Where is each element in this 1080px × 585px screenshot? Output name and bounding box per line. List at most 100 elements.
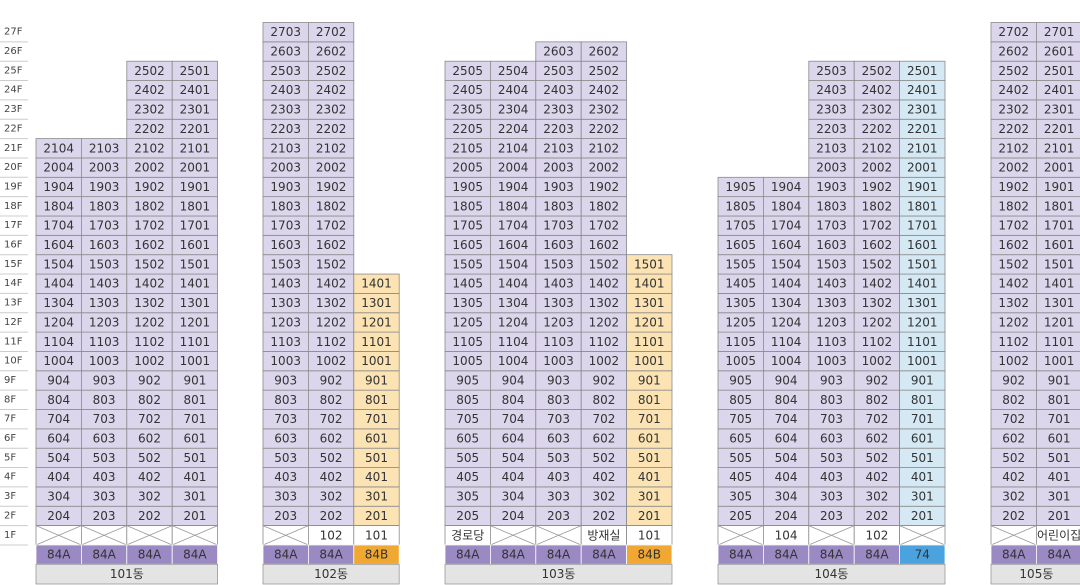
- unit-cell: [626, 254, 673, 275]
- unit-number: 1801: [1044, 199, 1075, 213]
- unit-number: 1601: [180, 238, 211, 252]
- unit-number: 303: [547, 490, 570, 504]
- unit-number: 1703: [543, 219, 574, 233]
- unit-number: 1802: [998, 199, 1029, 213]
- unit-number: 2002: [316, 161, 347, 175]
- unit-number: 2503: [270, 64, 301, 78]
- unit-number: 1302: [134, 296, 165, 310]
- unit-number: 2202: [998, 122, 1029, 136]
- unit-number: 903: [93, 373, 116, 387]
- unit-number: 1005: [725, 354, 756, 368]
- unit-number: 203: [547, 509, 570, 523]
- unit-number: 1602: [316, 238, 347, 252]
- unit-number: 2201: [907, 122, 938, 136]
- unit-number: 404: [775, 470, 798, 484]
- unit-number: 703: [547, 412, 570, 426]
- unit-number: 2401: [1044, 83, 1075, 97]
- unit-number: 1402: [862, 277, 893, 291]
- unit-number: 2203: [543, 122, 574, 136]
- unit-number: 1002: [316, 354, 347, 368]
- unit-number: 405: [456, 470, 479, 484]
- unit-number: 1802: [316, 199, 347, 213]
- unit-number: 1801: [907, 199, 938, 213]
- unit-number: 2202: [862, 122, 893, 136]
- unit-number: 1703: [816, 219, 847, 233]
- unit-number: 2003: [89, 161, 120, 175]
- unit-number: 705: [729, 412, 752, 426]
- unit-number: 2502: [134, 64, 165, 78]
- unit-number: 1604: [498, 238, 529, 252]
- floor-label: 14F: [4, 278, 23, 289]
- unit-number: 2202: [134, 122, 165, 136]
- unit-cell: [1036, 22, 1080, 43]
- unit-number: 1001: [634, 354, 665, 368]
- building-name: 103동: [542, 567, 576, 581]
- unit-number: 1003: [816, 354, 847, 368]
- unit-number: 902: [865, 373, 888, 387]
- unit-number: 402: [1002, 470, 1025, 484]
- unit-number: 202: [320, 509, 343, 523]
- unit-number: 2405: [452, 83, 483, 97]
- unit-number: 502: [320, 451, 343, 465]
- unit-number: 401: [1048, 470, 1071, 484]
- unit-number: 403: [93, 470, 116, 484]
- type-label: 84A: [183, 548, 207, 562]
- unit-number: 2602: [316, 45, 347, 59]
- unit-number: 901: [638, 373, 661, 387]
- unit-number: 502: [138, 451, 161, 465]
- ground-label: 102: [320, 528, 343, 542]
- unit-number: 2403: [816, 83, 847, 97]
- unit-number: 201: [1048, 509, 1071, 523]
- unit-number: 302: [592, 490, 615, 504]
- cross: [81, 525, 127, 546]
- unit-cell: [353, 273, 400, 294]
- floor-label: 18F: [4, 201, 23, 212]
- unit-number: 801: [365, 393, 388, 407]
- cross: [172, 525, 218, 546]
- unit-number: 2401: [180, 83, 211, 97]
- unit-number: 401: [638, 470, 661, 484]
- unit-cell: [899, 60, 946, 81]
- unit-number: 1301: [180, 296, 211, 310]
- floor-label: 20F: [4, 162, 23, 173]
- unit-number: 1005: [452, 354, 483, 368]
- unit-number: 1805: [725, 199, 756, 213]
- ground-label: 102: [865, 528, 888, 542]
- unit-number: 1201: [634, 315, 665, 329]
- unit-number: 1503: [543, 257, 574, 271]
- unit-number: 2305: [452, 103, 483, 117]
- unit-number: 1403: [270, 277, 301, 291]
- unit-number: 1802: [862, 199, 893, 213]
- unit-number: 802: [592, 393, 615, 407]
- unit-number: 1101: [1044, 335, 1075, 349]
- unit-number: 1602: [862, 238, 893, 252]
- unit-number: 1103: [270, 335, 301, 349]
- unit-number: 902: [138, 373, 161, 387]
- unit-number: 1702: [862, 219, 893, 233]
- unit-number: 602: [865, 432, 888, 446]
- unit-number: 1503: [270, 257, 301, 271]
- unit-number: 1302: [862, 296, 893, 310]
- unit-number: 1304: [43, 296, 74, 310]
- type-label: 84A: [1002, 548, 1026, 562]
- unit-number: 702: [592, 412, 615, 426]
- unit-number: 302: [865, 490, 888, 504]
- unit-number: 2602: [589, 45, 620, 59]
- type-label: 84A: [319, 548, 343, 562]
- unit-number: 1101: [634, 335, 665, 349]
- unit-number: 2004: [498, 161, 529, 175]
- unit-number: 1204: [43, 315, 74, 329]
- unit-number: 503: [93, 451, 116, 465]
- unit-number: 902: [592, 373, 615, 387]
- unit-number: 2205: [452, 122, 483, 136]
- unit-number: 1701: [1044, 219, 1075, 233]
- unit-number: 1504: [43, 257, 74, 271]
- unit-number: 2203: [816, 122, 847, 136]
- unit-number: 1202: [316, 315, 347, 329]
- unit-number: 604: [47, 432, 70, 446]
- type-label: 84A: [729, 548, 753, 562]
- unit-number: 603: [274, 432, 297, 446]
- floor-label: 12F: [4, 317, 23, 328]
- unit-number: 2101: [180, 141, 211, 155]
- unit-number: 1901: [180, 180, 211, 194]
